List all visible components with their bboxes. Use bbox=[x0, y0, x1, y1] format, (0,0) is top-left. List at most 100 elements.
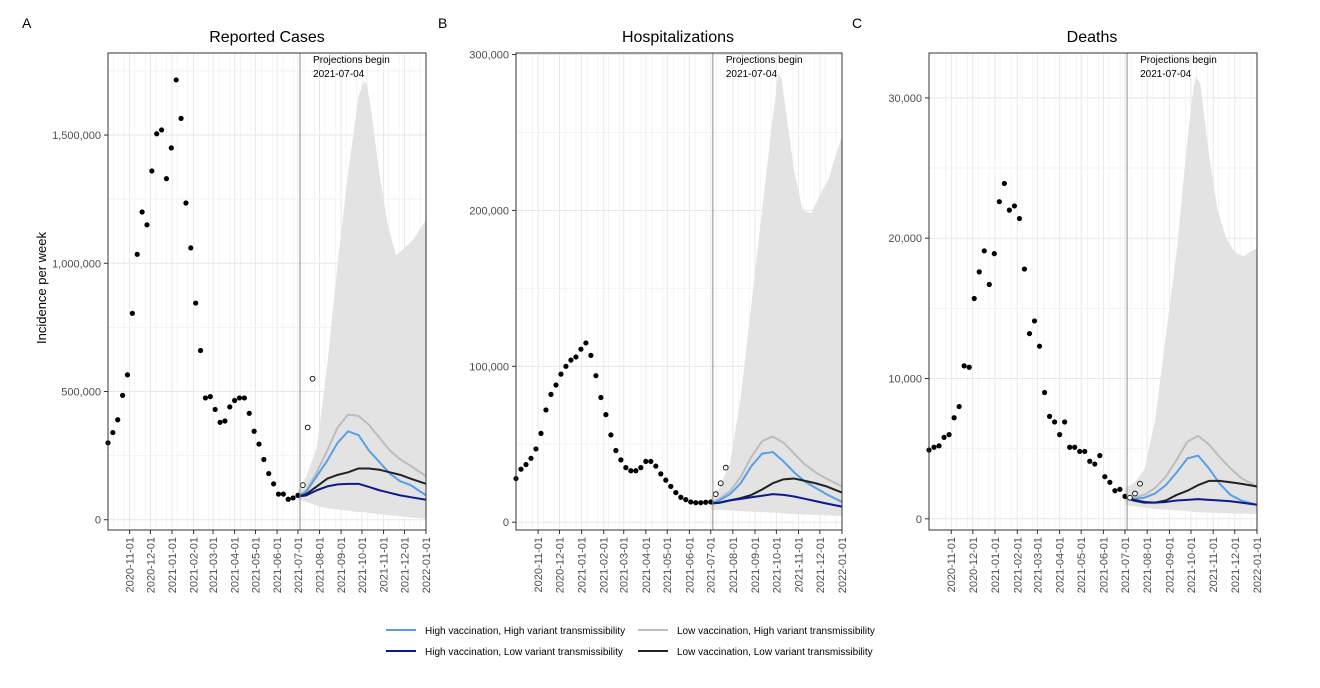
uncertainty-ribbon bbox=[1124, 76, 1257, 515]
y-axis-ticks: 0 10,000 20,000 30,000 bbox=[888, 93, 929, 526]
observed-point bbox=[961, 363, 967, 369]
observed-point bbox=[533, 446, 539, 452]
projection-lines bbox=[1124, 435, 1258, 506]
legend-label: Low vaccination, High variant transmissi… bbox=[677, 626, 875, 637]
x-tick-label: 2020-12-01 bbox=[145, 537, 157, 593]
observed-point bbox=[139, 209, 145, 215]
observed-point bbox=[638, 465, 644, 471]
x-axis-ticks: 2020-11-01 2020-12-01 2021-01-01 2021-02-01… bbox=[946, 530, 1264, 593]
observed-point bbox=[951, 415, 957, 421]
preliminary-point bbox=[1127, 494, 1133, 501]
x-tick-label: 2020-12-01 bbox=[555, 537, 567, 593]
observed-point bbox=[193, 300, 199, 306]
observed-point bbox=[266, 470, 272, 477]
observed-point bbox=[1026, 330, 1033, 337]
x-tick-label: 2021-07-01 bbox=[1120, 537, 1132, 593]
observed-point bbox=[217, 419, 223, 425]
observed-point bbox=[236, 395, 243, 401]
x-tick-label: 2021-06-01 bbox=[1098, 537, 1110, 593]
legend-label: High vaccination, Low variant transmissi… bbox=[425, 647, 623, 658]
x-tick-label: 2021-06-01 bbox=[272, 537, 284, 593]
observed-point bbox=[991, 251, 997, 257]
preliminary-point bbox=[304, 424, 311, 431]
series-line-low-vax-high-var bbox=[297, 413, 427, 498]
observed-point bbox=[222, 418, 228, 424]
uncertainty-ribbon bbox=[297, 81, 426, 519]
observed-point bbox=[558, 371, 564, 377]
observed-point bbox=[1006, 207, 1012, 213]
observed-point bbox=[698, 500, 704, 506]
observed-point bbox=[183, 200, 189, 206]
y-tick-label: 30,000 bbox=[888, 93, 922, 105]
x-tick-label: 2021-09-01 bbox=[1164, 537, 1176, 593]
series-line-high-vax-low-var bbox=[297, 482, 427, 501]
observed-point bbox=[256, 441, 262, 447]
observed-point bbox=[1107, 479, 1113, 485]
x-axis-ticks: 2020-11-01 2020-12-01 2021-01-01 2021-02-01… bbox=[125, 530, 433, 593]
x-tick-label: 2022-01-01 bbox=[421, 537, 433, 593]
observed-point bbox=[1092, 461, 1098, 467]
preliminary-point bbox=[717, 480, 724, 487]
observed-point bbox=[1112, 488, 1118, 494]
observed-points bbox=[105, 77, 316, 502]
panel-title: Hospitalizations bbox=[622, 29, 734, 46]
x-tick-label: 2021-05-01 bbox=[1076, 537, 1088, 593]
observed-point bbox=[996, 199, 1002, 205]
observed-point bbox=[1082, 448, 1088, 455]
x-tick-label: 2021-02-01 bbox=[599, 537, 611, 593]
x-tick-label: 2020-11-01 bbox=[125, 537, 137, 592]
observed-point bbox=[683, 497, 689, 503]
observed-point bbox=[207, 394, 213, 400]
y-tick-label: 500,000 bbox=[61, 387, 101, 399]
x-tick-label: 2021-10-01 bbox=[771, 537, 783, 593]
observed-point bbox=[1021, 266, 1028, 272]
observed-point bbox=[608, 432, 614, 438]
observed-point bbox=[653, 463, 659, 469]
preliminary-point bbox=[299, 482, 306, 488]
observed-point bbox=[227, 404, 233, 410]
legend-label: High vaccination, High variant transmiss… bbox=[425, 626, 625, 637]
observed-point bbox=[188, 245, 194, 251]
x-tick-label: 2021-12-01 bbox=[399, 537, 411, 593]
panel-border bbox=[515, 52, 843, 531]
observed-point bbox=[129, 310, 135, 316]
observed-point bbox=[548, 391, 554, 397]
x-tick-label: 2020-11-01 bbox=[533, 537, 545, 592]
observed-point bbox=[275, 491, 282, 497]
panel-deaths: C Deaths Projections begin 2021-07-04 0 1… bbox=[852, 15, 1264, 593]
observed-point bbox=[956, 403, 962, 410]
panel-letter: A bbox=[22, 15, 32, 31]
panel-letter: C bbox=[852, 15, 862, 31]
observed-point bbox=[618, 457, 624, 463]
panel-border bbox=[928, 52, 1258, 531]
x-tick-label: 2021-03-01 bbox=[208, 537, 220, 593]
x-tick-label: 2022-01-01 bbox=[1252, 537, 1264, 593]
observed-point bbox=[261, 456, 267, 463]
observed-point bbox=[134, 251, 140, 257]
observed-point bbox=[1087, 458, 1093, 464]
observed-point bbox=[168, 145, 174, 151]
projection-lines bbox=[297, 413, 427, 501]
x-tick-label: 2021-04-01 bbox=[641, 537, 653, 593]
projection-lines bbox=[710, 435, 843, 508]
legend-entry: Low vaccination, High variant transmissi… bbox=[638, 626, 875, 637]
x-tick-label: 2021-01-01 bbox=[577, 537, 589, 593]
observed-point bbox=[643, 458, 649, 465]
panel-reported-cases: A Reported Cases Incidence per week Proj… bbox=[22, 15, 433, 593]
x-tick-label: 2021-10-01 bbox=[1186, 537, 1198, 593]
x-tick-label: 2021-10-01 bbox=[357, 537, 369, 593]
observed-point bbox=[115, 417, 121, 423]
observed-point bbox=[971, 295, 977, 302]
y-tick-label: 1,500,000 bbox=[52, 130, 101, 142]
projection-annotation-line2: 2021-07-04 bbox=[1140, 69, 1192, 80]
ribbon-area bbox=[1124, 76, 1257, 515]
observed-point bbox=[1001, 180, 1007, 187]
observed-point bbox=[658, 471, 664, 477]
observed-point bbox=[663, 477, 669, 483]
projection-annotation-line1: Projections begin bbox=[313, 55, 390, 66]
observed-point bbox=[163, 176, 170, 182]
legend: High vaccination, High variant transmiss… bbox=[386, 626, 875, 658]
projection-annotation-line1: Projections begin bbox=[726, 55, 803, 66]
series-line-high-vax-high-var bbox=[1124, 454, 1258, 506]
